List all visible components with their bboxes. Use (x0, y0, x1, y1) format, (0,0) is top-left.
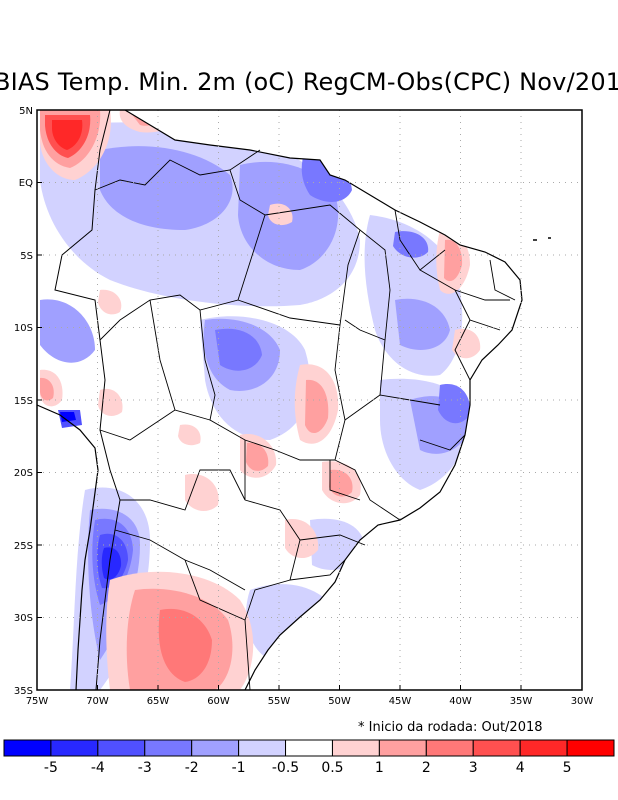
colorbar: -5 -4 -3 -2 -1 -0.5 0.5 1 2 3 4 5 (3, 739, 615, 776)
colorbar-swatch (97, 739, 146, 757)
colorbar-swatch (472, 739, 521, 757)
colorbar-label: -1 (232, 760, 246, 776)
colorbar-label: -3 (138, 760, 152, 776)
lon-label: 40W (449, 696, 472, 707)
colorbar-label: 4 (516, 760, 525, 776)
lon-label: 30W (571, 696, 594, 707)
map-title: BIAS Temp. Min. 2m (oC) RegCM-Obs(CPC) N… (0, 68, 618, 96)
lon-label: 65W (147, 696, 170, 707)
colorbar-swatch (50, 739, 99, 757)
lat-label: 15S (14, 396, 33, 407)
colorbar-label: -2 (185, 760, 199, 776)
lon-label: 60W (207, 696, 230, 707)
colorbar-swatch (566, 739, 615, 757)
lat-label: 5S (20, 251, 33, 262)
colorbar-label: -5 (44, 760, 58, 776)
colorbar-label: -4 (91, 760, 105, 776)
lon-label: 75W (26, 696, 49, 707)
colorbar-swatch (425, 739, 474, 757)
colorbar-label: 3 (469, 760, 478, 776)
lon-label: 50W (328, 696, 351, 707)
colorbar-swatch (144, 739, 193, 757)
lat-label: 30S (14, 613, 33, 624)
lat-label: 25S (14, 541, 33, 552)
colorbar-swatch (285, 739, 333, 757)
run-start-note: * Inicio da rodada: Out/2018 (358, 720, 543, 735)
colorbar-swatch (378, 739, 427, 757)
colorbar-swatch (331, 739, 380, 757)
lat-label: EQ (19, 178, 33, 189)
colorbar-label: 2 (422, 760, 431, 776)
colorbar-swatch (238, 739, 287, 757)
colorbar-label: 5 (563, 760, 572, 776)
lat-label: 5N (19, 106, 33, 117)
lon-label: 70W (86, 696, 109, 707)
lat-label: 20S (14, 468, 33, 479)
bias-map: 5N EQ 5S 10S 15S 20S 25S 30S 35S 75W 70W… (14, 106, 594, 707)
lon-label: 55W (268, 696, 291, 707)
colorbar-swatch (519, 739, 568, 757)
lon-label: 45W (389, 696, 412, 707)
lon-label: 35W (510, 696, 533, 707)
colorbar-label: -0.5 (272, 760, 299, 776)
colorbar-label: 1 (375, 760, 384, 776)
colorbar-swatch (191, 739, 240, 757)
colorbar-swatch (3, 739, 52, 757)
anomaly-field (40, 110, 481, 690)
lat-label: 10S (14, 323, 33, 334)
colorbar-label: 0.5 (321, 760, 343, 776)
lat-label: 35S (14, 686, 33, 697)
graticule (37, 110, 582, 690)
